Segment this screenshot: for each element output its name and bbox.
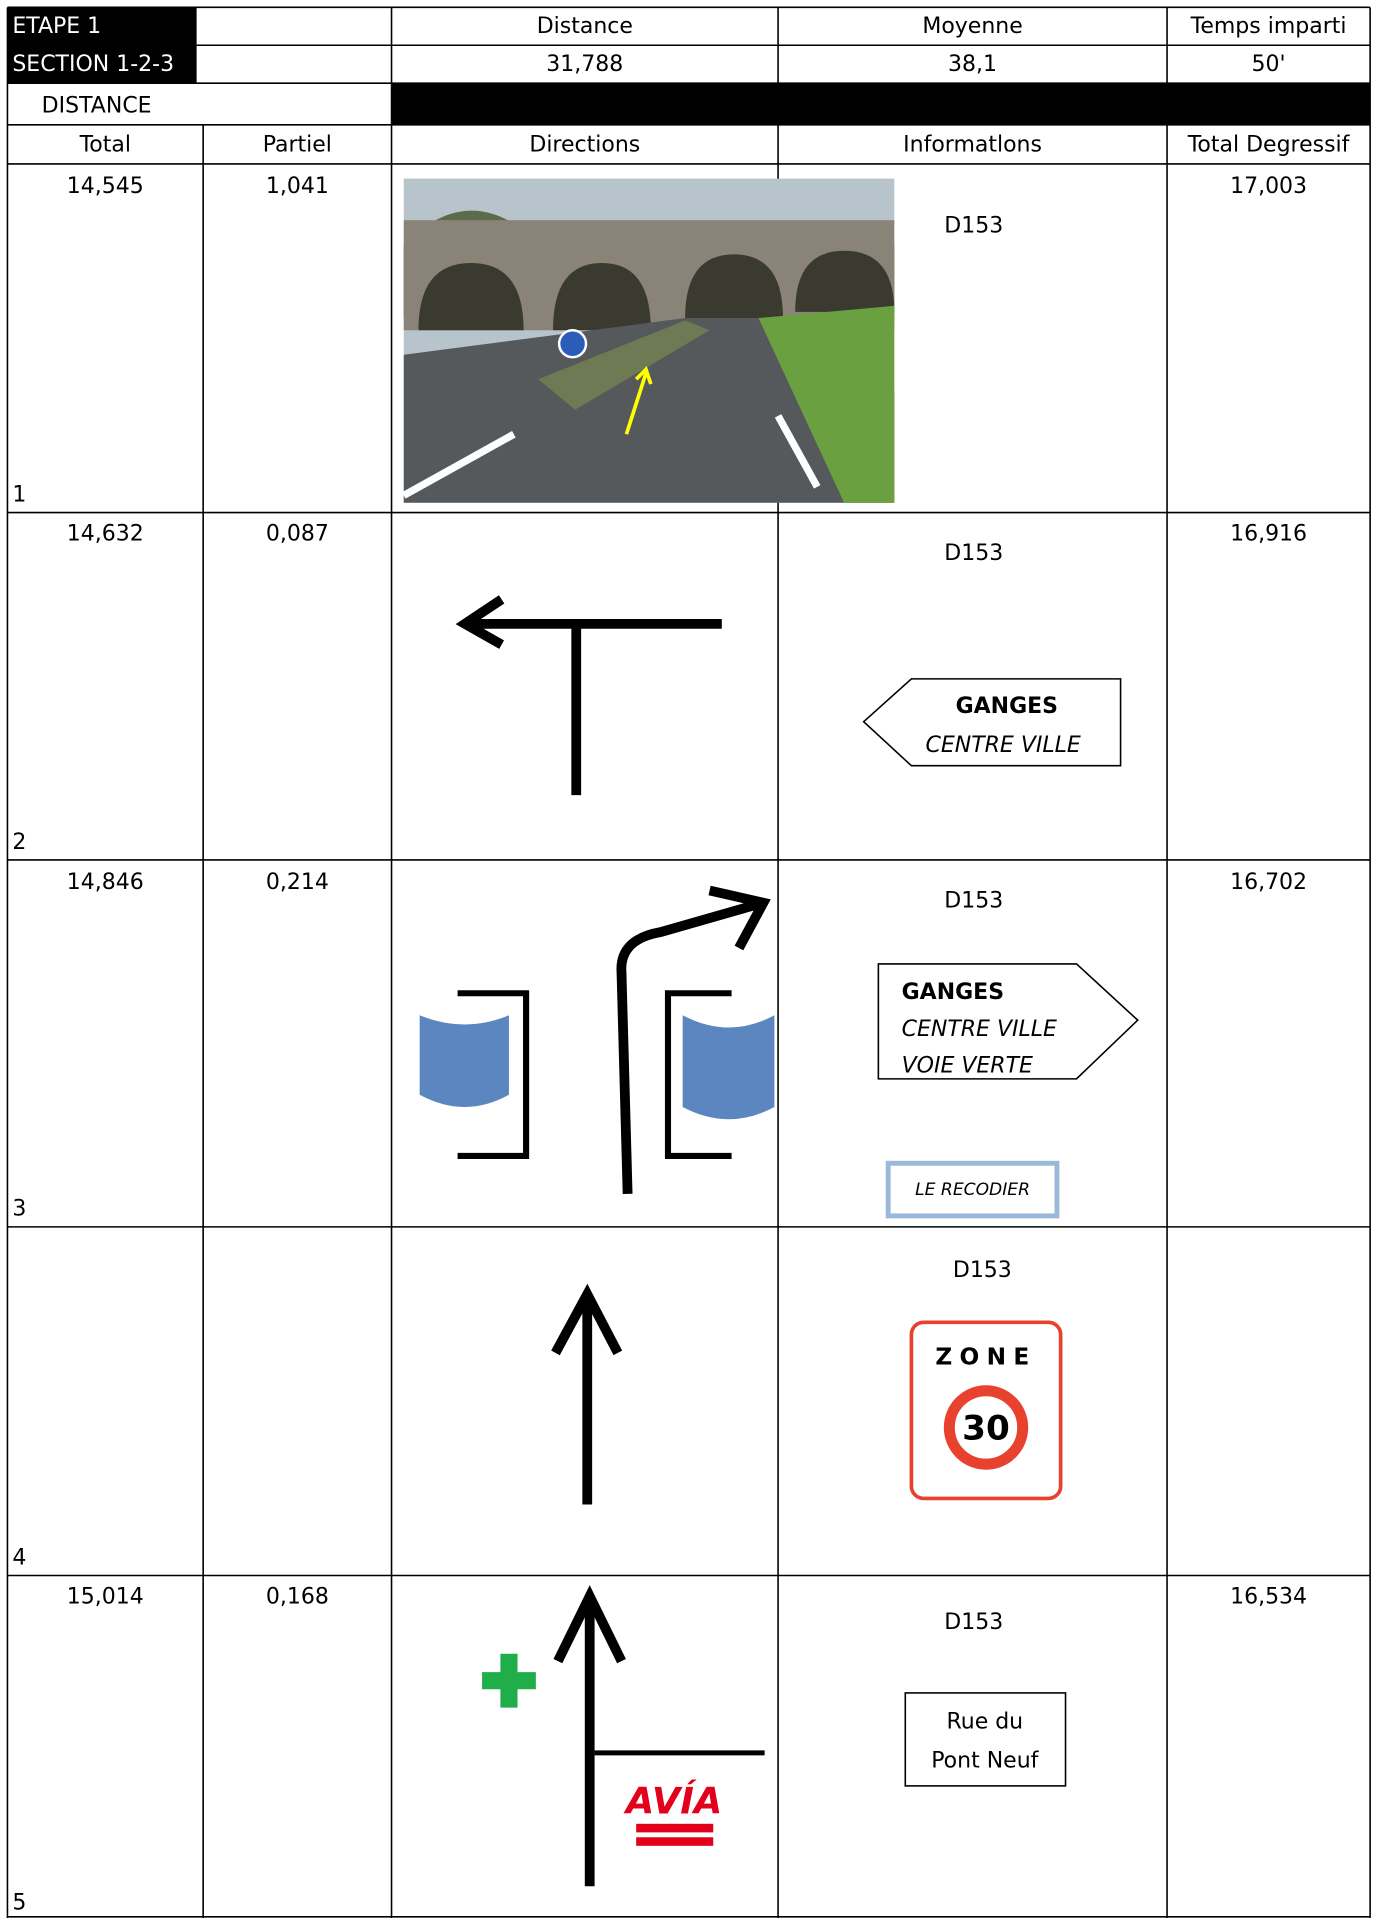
direction-sign xyxy=(877,963,1139,1080)
sign-text: Pont Neuf xyxy=(931,1748,1039,1773)
row-number: 2 xyxy=(12,830,26,855)
temps-label: Temps imparti xyxy=(1190,14,1347,39)
water xyxy=(682,1015,775,1120)
black-band xyxy=(391,83,1371,125)
total: 14,632 xyxy=(67,522,144,547)
total: 15,014 xyxy=(67,1585,144,1610)
col-header: Total xyxy=(79,133,131,158)
speed-circle xyxy=(943,1385,1029,1470)
straight-arrow xyxy=(553,1585,626,1887)
temps: 50' xyxy=(1252,52,1286,77)
row-number: 5 xyxy=(12,1890,26,1915)
distance-group: DISTANCE xyxy=(42,93,152,118)
sign-text: CENTRE VILLE xyxy=(925,733,1080,758)
water xyxy=(419,1015,509,1108)
row-1: 14,545 1,041 17,003 1 D153 xyxy=(12,174,1307,507)
road: D153 xyxy=(944,541,1003,566)
sign-text: CENTRE VILLE xyxy=(902,1017,1057,1042)
row-5: 15,014 0,168 16,534 5 D153 AVÍA Rue du P… xyxy=(12,1585,1307,1916)
sign-text: Rue du xyxy=(946,1709,1023,1734)
col-header: Partiel xyxy=(263,133,332,158)
etape-cell xyxy=(7,7,196,46)
col-header: Directions xyxy=(529,133,640,158)
partiel: 0,168 xyxy=(266,1585,329,1610)
row-4: 4 D153 ZONE 30 xyxy=(12,1258,1063,1570)
sign-text: GANGES xyxy=(902,980,1004,1005)
col-header: Informatlons xyxy=(903,133,1042,158)
avia-logo: AVÍA xyxy=(623,1779,722,1823)
partiel: 0,087 xyxy=(266,522,329,547)
section: SECTION 1-2-3 xyxy=(12,52,174,77)
partiel: 0,214 xyxy=(266,870,329,895)
degressif: 16,702 xyxy=(1230,870,1307,895)
road: D153 xyxy=(944,889,1003,914)
degressif: 16,534 xyxy=(1230,1585,1307,1610)
row-3: 14,846 0,214 16,702 3 D153 GANGES CENTRE… xyxy=(12,870,1307,1222)
place-name: LE RECODIER xyxy=(915,1180,1030,1200)
total: 14,846 xyxy=(67,870,144,895)
section-cell xyxy=(7,45,196,84)
degressif: 16,916 xyxy=(1230,522,1307,547)
road: D153 xyxy=(944,213,1003,238)
avia-bar xyxy=(636,1837,714,1846)
degressif: 17,003 xyxy=(1230,174,1307,199)
distance-label: Distance xyxy=(537,14,633,39)
bear-right-arrow xyxy=(616,885,771,1194)
bridge xyxy=(457,990,732,1159)
speed: 30 xyxy=(962,1408,1010,1448)
street-sign xyxy=(904,1692,1067,1787)
partiel: 1,041 xyxy=(266,174,329,199)
road: D153 xyxy=(953,1258,1012,1283)
sign-text: VOIE VERTE xyxy=(902,1054,1033,1079)
photo xyxy=(401,178,895,503)
road: D153 xyxy=(944,1610,1003,1635)
direction-sign xyxy=(862,678,1122,767)
pharmacy-cross xyxy=(482,1653,536,1708)
turn-left-arrow xyxy=(455,595,722,796)
row-number: 1 xyxy=(12,482,26,507)
straight-arrow xyxy=(551,1283,623,1505)
moyenne-label: Moyenne xyxy=(922,14,1022,39)
moyenne: 38,1 xyxy=(948,52,997,77)
row-number: 3 xyxy=(12,1197,26,1222)
place-sign xyxy=(885,1160,1060,1219)
sign-text: GANGES xyxy=(956,694,1058,719)
grid xyxy=(6,6,1371,1918)
avia-bar xyxy=(636,1823,714,1833)
distance: 31,788 xyxy=(546,52,623,77)
row-number: 4 xyxy=(12,1545,26,1570)
row-2: 14,632 0,087 16,916 2 D153 GANGES CENTRE… xyxy=(12,522,1307,855)
zone-text: ZONE xyxy=(935,1343,1036,1370)
col-header: Total Degressif xyxy=(1187,133,1351,158)
total: 14,545 xyxy=(67,174,144,199)
etape: ETAPE 1 xyxy=(12,14,101,39)
